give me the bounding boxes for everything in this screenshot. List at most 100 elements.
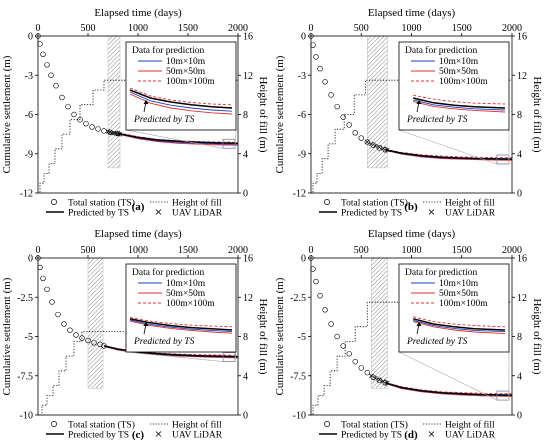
predicted-annotation: Predicted by TS (406, 115, 468, 125)
total-station-point (95, 126, 101, 132)
left-axis-title: Cumulative settlement (m) (274, 55, 286, 173)
zoom-connector-left (125, 129, 224, 149)
predicted-by-ts-line (103, 345, 239, 358)
total-station-point (101, 128, 107, 134)
total-station-point (40, 51, 46, 58)
annotation-arrowhead (416, 322, 422, 326)
y2-tick-label: 16 (517, 32, 527, 43)
legend-label: UAV LiDAR (445, 431, 496, 441)
right-axis-title: Height of fill (m) (257, 76, 269, 152)
total-station-point (334, 103, 340, 110)
predicted-50x50-line (117, 133, 239, 146)
total-station-point (44, 286, 50, 293)
total-station-point (65, 103, 71, 110)
x-tick-label: 0 (36, 23, 41, 34)
y2-tick-label: 12 (243, 293, 253, 304)
total-station-point (37, 264, 43, 271)
height-of-fill-line (311, 301, 512, 416)
x-tick-label: 1500 (178, 245, 198, 256)
y-tick-label: -12 (293, 189, 306, 200)
y-tick-label: -6 (298, 110, 306, 121)
y-tick-label: -3 (298, 71, 306, 82)
inset-legend-label: 50m×50m (166, 289, 206, 299)
x-tick-label: 2000 (502, 23, 522, 34)
top-axis-title: Elapsed time (days) (368, 7, 456, 19)
inset-10x10-line (413, 99, 506, 111)
right-axis-title: Height of fill (m) (257, 298, 269, 374)
total-station-point (308, 33, 314, 39)
legend-label: Total station (TS) (341, 420, 408, 431)
x-tick-label: 1000 (128, 245, 148, 256)
total-station-point (35, 33, 41, 39)
uav-lidar-point (381, 378, 386, 384)
total-station-point (35, 255, 41, 261)
y2-tick-label: 12 (243, 71, 253, 82)
y-tick-label: 0 (28, 254, 33, 265)
total-station-point (49, 299, 55, 305)
panel-label: (b) (404, 201, 418, 213)
legend-symbol-cross (428, 431, 435, 437)
total-station-point (310, 42, 316, 48)
zoom-connector-left (125, 351, 224, 362)
top-axis-title: Elapsed time (days) (94, 7, 182, 19)
total-station-point (44, 62, 50, 68)
inset-predicted-by-ts-line (129, 89, 233, 109)
inset-legend-label: 100m×100m (439, 77, 488, 87)
total-station-point (73, 332, 79, 338)
inset-predicted-by-ts-line (413, 318, 506, 331)
total-station-point (340, 114, 346, 120)
legend-label: Height of fill (445, 198, 495, 209)
chart-panel-4: Elapsed time (days) 0 500 1000 1500 2000 0 -2.5… (274, 228, 543, 441)
y2-tick-label: 8 (517, 110, 522, 121)
y2-tick-label: 4 (243, 371, 248, 382)
annotation-arrowhead (416, 100, 422, 104)
x-tick-label: 2000 (228, 245, 248, 256)
uav-lidar-point (369, 373, 374, 378)
inset-legend-label: 100m×100m (439, 299, 488, 309)
chart-panel-1: Elapsed time (days) 0 500 1000 1500 2000 0 -3 -6… (1, 7, 269, 218)
uav-lidar-point (373, 375, 378, 381)
y2-tick-label: 16 (517, 254, 527, 265)
total-station-point (358, 135, 364, 141)
zoom-connector-left (398, 351, 498, 401)
uav-window-band (367, 35, 388, 169)
uav-lidar-point (373, 143, 378, 149)
predicted-50x50-line (385, 382, 513, 397)
legend-label: Total station (TS) (341, 198, 408, 209)
y-tick-label: -3 (25, 71, 33, 82)
inset-title: Data for prediction (405, 45, 478, 56)
y-tick-label: -5 (25, 332, 33, 343)
total-station-point (89, 124, 95, 130)
y2-tick-label: 0 (517, 189, 522, 200)
uav-lidar-point (385, 147, 390, 153)
predicted-100x100-line (385, 381, 513, 395)
y-tick-label: -6 (25, 110, 33, 121)
y-tick-label: 0 (301, 254, 306, 265)
x-tick-label: 500 (354, 23, 369, 34)
y-tick-label: 0 (28, 32, 33, 43)
total-station-point (40, 275, 46, 282)
total-station-point (101, 343, 107, 349)
height-of-fill-line (311, 79, 512, 194)
annotation-arrowhead (143, 100, 149, 104)
inset-legend-label: 100m×100m (166, 299, 215, 309)
uav-lidar-point (377, 377, 382, 382)
y-tick-label: -2.5 (290, 293, 306, 304)
y-tick-label: -12 (20, 189, 33, 200)
predicted-50x50-line (103, 346, 239, 359)
total-station-point (328, 321, 334, 327)
total-station-point (55, 311, 61, 318)
total-station-point (358, 365, 364, 371)
x-tick-label: 0 (309, 245, 314, 256)
legend-symbol-cross (155, 431, 162, 437)
total-station-point (317, 66, 323, 72)
legend-label: Height of fill (445, 420, 495, 431)
y-tick-label: -2.5 (17, 293, 33, 304)
total-station-point (71, 111, 77, 118)
legend-symbol-cross (428, 209, 435, 215)
left-axis-title: Cumulative settlement (m) (274, 277, 286, 395)
total-station-point (352, 358, 358, 365)
legend-label: UAV LiDAR (445, 209, 496, 219)
inset-10x10-line (129, 91, 233, 112)
